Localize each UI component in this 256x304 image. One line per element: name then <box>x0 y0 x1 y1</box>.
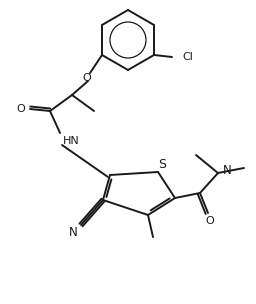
Text: S: S <box>158 157 166 171</box>
Text: O: O <box>83 73 91 83</box>
Text: N: N <box>223 164 232 177</box>
Text: Cl: Cl <box>182 52 193 62</box>
Text: N: N <box>69 226 77 240</box>
Text: O: O <box>206 216 214 226</box>
Text: HN: HN <box>63 136 80 146</box>
Text: O: O <box>17 104 25 114</box>
